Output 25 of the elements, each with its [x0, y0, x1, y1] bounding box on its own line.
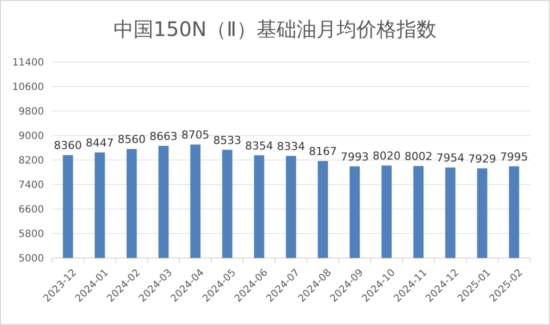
data-label: 8020 — [372, 150, 401, 163]
data-label: 8663 — [150, 130, 178, 143]
chart-title: 中国150N（Ⅱ）基础油月均价格指数 — [114, 17, 436, 41]
y-tick-label: 9000 — [18, 131, 44, 142]
y-tick-label: 7400 — [18, 180, 44, 191]
data-label: 8560 — [118, 132, 146, 146]
y-tick-label: 6600 — [18, 204, 44, 216]
data-label: 8360 — [54, 139, 82, 152]
data-label: 7995 — [500, 150, 528, 164]
data-label: 8354 — [245, 139, 274, 152]
data-label: 7993 — [340, 150, 369, 164]
data-label: 8705 — [181, 128, 210, 142]
y-tick-label: 5000 — [18, 254, 44, 264]
y-tick-label: 9800 — [18, 106, 44, 118]
data-label: 8447 — [86, 136, 114, 150]
y-tick-label: 10600 — [12, 82, 44, 93]
data-label: 8533 — [213, 134, 242, 147]
y-tick-label: 11400 — [12, 58, 44, 68]
data-label: 8167 — [308, 145, 337, 158]
data-label: 8002 — [404, 150, 432, 164]
data-label: 7929 — [468, 152, 496, 166]
data-label: 8334 — [277, 140, 305, 153]
y-tick-label: 8200 — [18, 156, 44, 166]
data-label: 7954 — [436, 152, 464, 165]
y-tick-label: 5800 — [18, 229, 44, 240]
